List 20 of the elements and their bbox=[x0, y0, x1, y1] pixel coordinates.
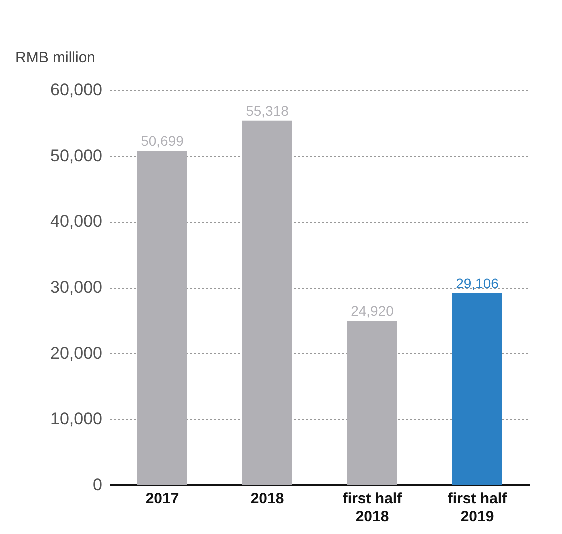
bar bbox=[452, 293, 502, 485]
y-tick-label: 10,000 bbox=[50, 410, 102, 429]
x-tick-label: 2017 bbox=[146, 490, 180, 508]
data-label: 50,699 bbox=[141, 133, 184, 150]
y-tick-label: 50,000 bbox=[50, 146, 102, 166]
y-tick-label: 0 bbox=[93, 476, 102, 494]
x-tick-label: first half 2019 bbox=[448, 490, 508, 526]
bar bbox=[242, 120, 292, 485]
data-label: 29,106 bbox=[456, 275, 500, 292]
data-label: 24,920 bbox=[351, 302, 394, 319]
bar bbox=[138, 151, 188, 485]
y-tick-label: 60,000 bbox=[50, 80, 102, 100]
y-tick-label: 30,000 bbox=[50, 278, 102, 297]
x-tick-label: first half 2018 bbox=[342, 490, 404, 526]
bar bbox=[348, 320, 398, 485]
y-tick-label: 20,000 bbox=[50, 344, 102, 363]
x-tick-label: 2018 bbox=[250, 490, 284, 508]
y-axis-title: RMB million bbox=[16, 50, 96, 66]
data-label: 55,318 bbox=[246, 102, 290, 119]
y-tick-label: 40,000 bbox=[50, 212, 102, 232]
